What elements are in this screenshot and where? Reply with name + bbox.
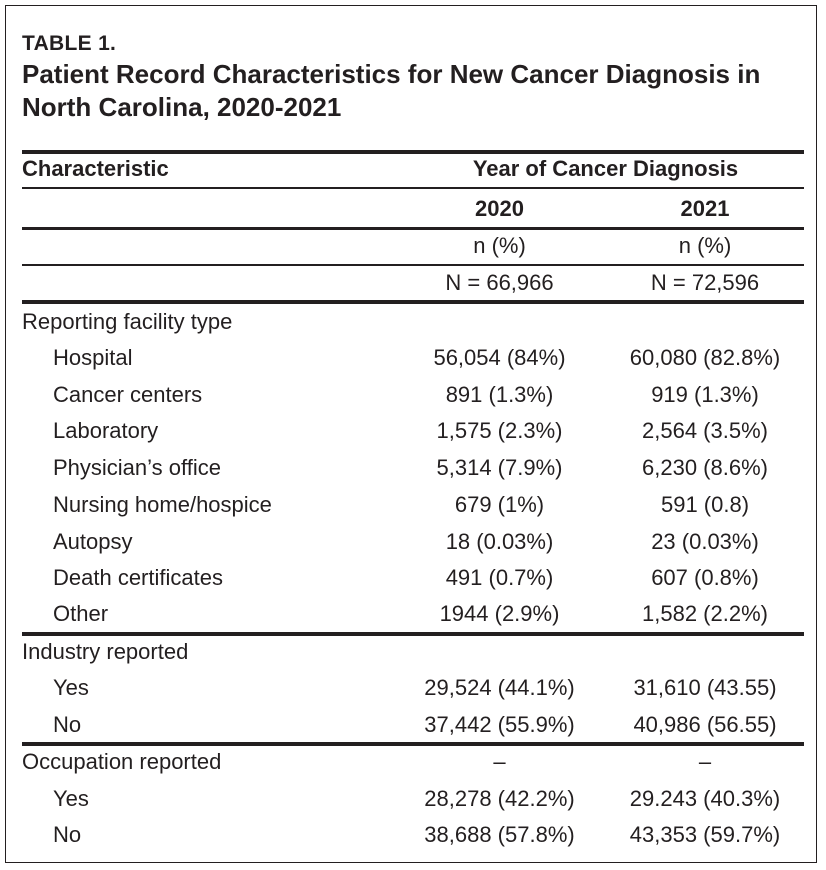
table-frame [5,5,817,863]
table-row: Laboratory 1,575 (2.3%) 2,564 (3.5%) [22,414,804,450]
header-rule [22,187,804,189]
cell-2021: 31,610 (43.55) [633,675,777,700]
cell-2021: 40,986 (56.55) [633,712,777,737]
row-label: Physician’s office [53,455,221,480]
header-unit-2021: n (%) [678,233,732,258]
header-row-years: 2020 2021 [22,192,804,228]
cell-2021: 1,582 (2.2%) [642,601,768,626]
cell-2020: 1,575 (2.3%) [436,418,563,443]
cell-2020: 38,688 (57.8%) [424,822,575,847]
section-label: Reporting facility type [22,309,233,334]
section-row-occupation: Occupation reported – – [22,745,804,781]
cell-2020: 29,524 (44.1%) [424,675,575,700]
table-row: Yes 29,524 (44.1%) 31,610 (43.55) [22,671,804,707]
cell-2021: 23 (0.03%) [651,529,759,554]
cell-2021: 591 (0.8) [660,492,750,517]
row-label: No [53,822,82,847]
cell-2020: 1944 (2.9%) [439,601,560,626]
cell-2020: 37,442 (55.9%) [424,712,575,737]
header-row-totals: N = 66,966 N = 72,596 [22,266,804,302]
header-rule [22,264,804,266]
cell-2020: 891 (1.3%) [445,382,554,407]
cell-2020: – [493,749,506,774]
header-row-group: Characteristic Year of Cancer Diagnosis [22,152,804,188]
cell-2020: 56,054 (84%) [433,345,566,370]
cell-2021: 6,230 (8.6%) [642,455,768,480]
row-label: Cancer centers [53,382,203,407]
cell-2020: 28,278 (42.2%) [424,786,575,811]
cell-2021: 43,353 (59.7%) [629,822,781,847]
section-rule [22,632,804,636]
section-rule [22,742,804,746]
cell-2021: – [698,749,712,774]
header-characteristic: Characteristic [22,156,169,181]
table-row: Hospital 56,054 (84%) 60,080 (82.8%) [22,341,804,377]
section-label: Industry reported [22,639,189,664]
cell-2020: 18 (0.03%) [445,529,554,554]
header-rule [22,227,804,230]
section-row-facility: Reporting facility type [22,305,804,341]
table-row: No 37,442 (55.9%) 40,986 (56.55) [22,708,804,744]
header-year-group: Year of Cancer Diagnosis [472,156,739,181]
row-label: Autopsy [53,529,133,554]
table-row: Cancer centers 891 (1.3%) 919 (1.3%) [22,378,804,414]
cell-2021: 2,564 (3.5%) [642,418,768,443]
table-label: TABLE 1. [22,32,117,55]
table-row: Yes 28,278 (42.2%) 29.243 (40.3%) [22,782,804,818]
table-row: No 38,688 (57.8%) 43,353 (59.7%) [22,818,804,854]
table-row: Nursing home/hospice 679 (1%) 591 (0.8) [22,488,804,524]
table-row: Death certificates 491 (0.7%) 607 (0.8%) [22,561,804,597]
top-rule [22,150,804,154]
header-year-2020: 2020 [475,196,524,221]
row-label: No [53,712,82,737]
row-label: Yes [53,786,89,811]
header-year-2021: 2021 [680,196,730,221]
row-label: Laboratory [53,418,159,443]
header-bottom-rule [22,300,804,304]
cell-2020: 5,314 (7.9%) [436,455,563,480]
section-row-industry: Industry reported [22,635,804,671]
header-unit-2020: n (%) [473,233,526,258]
cell-2021: 607 (0.8%) [651,565,759,590]
row-label: Nursing home/hospice [53,492,272,517]
header-total-2020: N = 66,966 [445,270,554,295]
cell-2021: 60,080 (82.8%) [629,345,781,370]
cell-2020: 679 (1%) [454,492,545,517]
table-row: Other 1944 (2.9%) 1,582 (2.2%) [22,597,804,633]
row-label: Death certificates [53,565,223,590]
row-label: Yes [53,675,89,700]
table-row: Autopsy 18 (0.03%) 23 (0.03%) [22,525,804,561]
row-label: Hospital [53,345,133,370]
table-row: Physician’s office 5,314 (7.9%) 6,230 (8… [22,451,804,487]
cell-2021: 29.243 (40.3%) [629,786,781,811]
section-label: Occupation reported [22,749,222,774]
table-title: Patient Record Characteristics for New C… [22,59,761,122]
cell-2020: 491 (0.7%) [445,565,554,590]
header-row-units: n (%) n (%) [22,229,804,265]
row-label: Other [53,601,109,626]
header-total-2021: N = 72,596 [650,270,760,295]
cell-2021: 919 (1.3%) [651,382,759,407]
